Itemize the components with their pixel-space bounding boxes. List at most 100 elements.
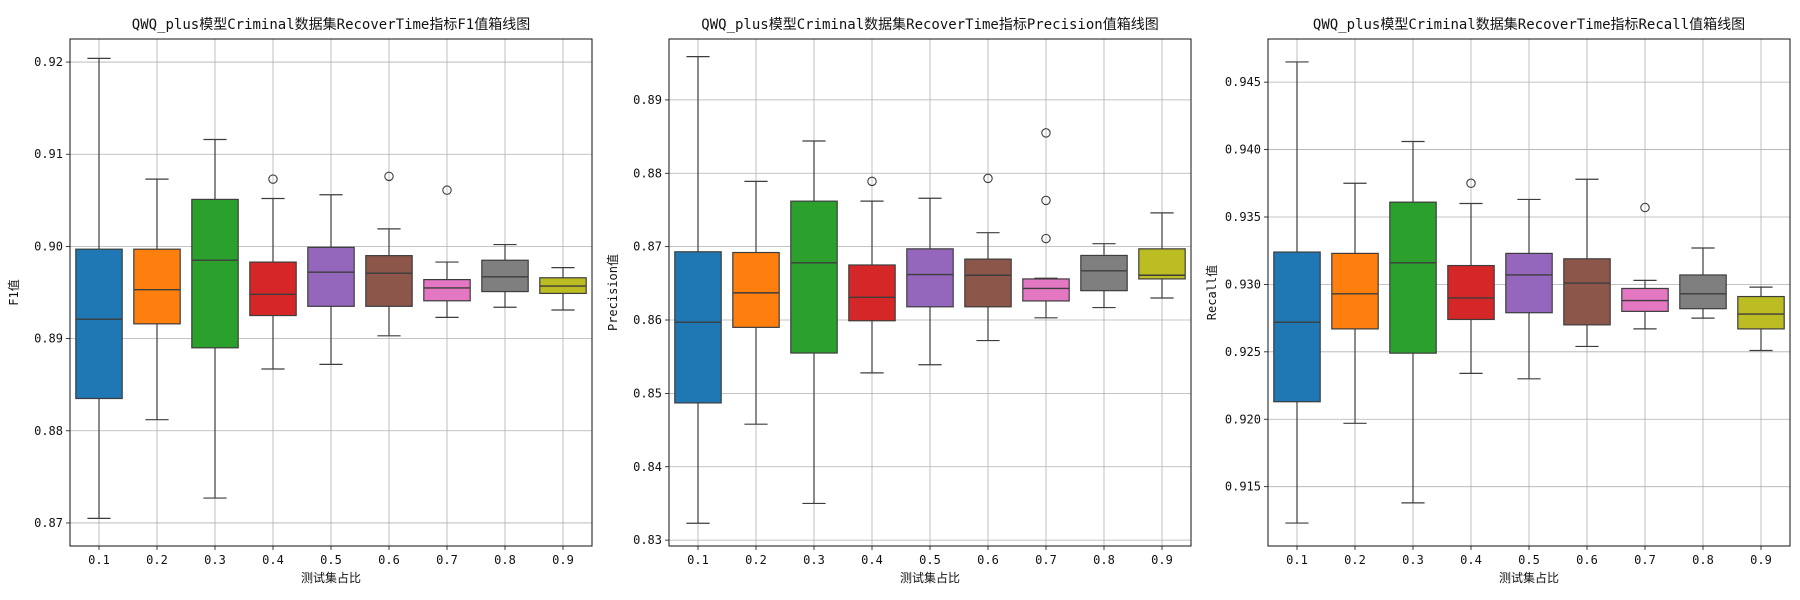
- x-tick-label: 0.3: [1402, 553, 1424, 567]
- iqr-box: [1138, 248, 1186, 280]
- box-0.8: [1679, 247, 1727, 319]
- y-axis-label: Recall值: [1204, 265, 1219, 320]
- outlier-point: [1041, 195, 1051, 206]
- iqr-box: [906, 248, 954, 308]
- box-0.2: [133, 178, 181, 421]
- box-0.7: [1022, 128, 1070, 319]
- chart-title: QWQ_plus模型Criminal数据集RecoverTime指标Recall…: [1313, 16, 1745, 33]
- x-tick-label: 0.9: [1750, 553, 1772, 567]
- y-tick-label: 0.86: [633, 313, 662, 327]
- y-tick-label: 0.89: [34, 332, 63, 346]
- iqr-box: [1563, 258, 1611, 326]
- box-0.9: [1138, 212, 1186, 299]
- x-tick-label: 0.1: [88, 553, 110, 567]
- iqr-box: [1080, 254, 1128, 292]
- box-0.6: [964, 173, 1012, 342]
- iqr-box: [365, 255, 413, 307]
- y-tick-label: 0.85: [633, 386, 662, 400]
- iqr-box: [249, 261, 297, 317]
- x-tick-label: 0.2: [745, 553, 767, 567]
- x-tick-label: 0.4: [262, 553, 284, 567]
- iqr-box: [732, 251, 780, 328]
- plot-frame: [1267, 38, 1791, 547]
- y-tick-label: 0.89: [633, 93, 662, 107]
- y-tick-label: 0.925: [1225, 345, 1261, 359]
- x-tick-label: 0.6: [1576, 553, 1598, 567]
- x-axis-label: 测试集占比: [900, 570, 960, 585]
- chart-title: QWQ_plus模型Criminal数据集RecoverTime指标Precis…: [701, 16, 1158, 33]
- y-tick-label: 0.945: [1225, 75, 1261, 89]
- box-0.2: [732, 180, 780, 425]
- iqr-box: [848, 264, 896, 322]
- y-tick-label: 0.90: [34, 239, 63, 253]
- box-0.6: [365, 171, 413, 337]
- iqr-box: [191, 198, 239, 349]
- x-tick-label: 0.7: [1634, 553, 1656, 567]
- iqr-box: [1505, 252, 1553, 314]
- y-tick-label: 0.91: [34, 147, 63, 161]
- box-0.6: [1563, 178, 1611, 348]
- box-0.7: [1621, 202, 1669, 330]
- x-tick-label: 0.6: [977, 553, 999, 567]
- iqr-box: [307, 246, 355, 307]
- y-axis-label: F1值: [6, 279, 21, 305]
- y-tick-label: 0.915: [1225, 480, 1261, 494]
- y-tick-label: 0.920: [1225, 412, 1261, 426]
- box-0.4: [1447, 178, 1495, 375]
- box-0.3: [1389, 140, 1437, 504]
- outlier-point: [1041, 128, 1051, 138]
- box-0.2: [1331, 182, 1379, 424]
- iqr-box: [423, 278, 471, 302]
- y-tick-label: 0.930: [1225, 277, 1261, 291]
- box-0.4: [249, 174, 297, 370]
- box-0.5: [1505, 198, 1553, 380]
- chart-panel-3: 0.915 0.920 0.925 0.930 0.935 0.940 0.945 0.1 0.…: [1204, 16, 1791, 585]
- x-tick-label: 0.2: [1344, 553, 1366, 567]
- chart-panel-1: 0.87 0.88 0.89 0.90 0.91 0.92 0.1 0.2 0.3 0.4 0.5 0…: [6, 16, 593, 585]
- iqr-box: [1737, 295, 1785, 330]
- box-0.7: [423, 185, 471, 318]
- y-tick-label: 0.88: [34, 424, 63, 438]
- x-tick-label: 0.5: [919, 553, 941, 567]
- y-tick-label: 0.88: [633, 166, 662, 180]
- y-tick-label: 0.940: [1225, 143, 1261, 157]
- iqr-box: [790, 200, 838, 354]
- x-tick-label: 0.6: [378, 553, 400, 567]
- box-0.5: [307, 194, 355, 366]
- outlier-point: [867, 176, 877, 187]
- chart-title: QWQ_plus模型Criminal数据集RecoverTime指标F1值箱线图: [132, 16, 530, 33]
- iqr-box: [964, 258, 1012, 308]
- x-tick-label: 0.5: [320, 553, 342, 567]
- box-0.8: [481, 243, 529, 308]
- x-tick-label: 0.1: [1286, 553, 1308, 567]
- iqr-box: [1273, 251, 1321, 403]
- x-tick-label: 0.4: [861, 553, 883, 567]
- plot-frame: [668, 38, 1192, 547]
- box-0.5: [906, 197, 954, 366]
- iqr-box: [1679, 274, 1727, 310]
- y-tick-label: 0.87: [633, 240, 662, 254]
- y-tick-label: 0.83: [633, 533, 662, 547]
- x-tick-label: 0.9: [552, 553, 574, 567]
- x-tick-label: 0.1: [687, 553, 709, 567]
- y-tick-label: 0.935: [1225, 210, 1261, 224]
- x-tick-label: 0.4: [1460, 553, 1482, 567]
- box-0.4: [848, 176, 896, 374]
- x-tick-label: 0.8: [494, 553, 516, 567]
- iqr-box: [1447, 264, 1495, 321]
- x-tick-label: 0.5: [1518, 553, 1540, 567]
- outlier-point: [442, 185, 452, 195]
- y-tick-label: 0.84: [633, 460, 662, 474]
- box-0.3: [191, 138, 239, 499]
- x-tick-label: 0.7: [1035, 553, 1057, 567]
- iqr-box: [1331, 252, 1379, 330]
- x-tick-label: 0.7: [436, 553, 458, 567]
- box-0.1: [674, 56, 722, 524]
- x-axis-label: 测试集占比: [301, 570, 361, 585]
- plot-frame: [69, 38, 593, 547]
- iqr-box: [674, 251, 722, 404]
- x-tick-label: 0.3: [803, 553, 825, 567]
- x-tick-label: 0.8: [1093, 553, 1115, 567]
- x-tick-label: 0.8: [1692, 553, 1714, 567]
